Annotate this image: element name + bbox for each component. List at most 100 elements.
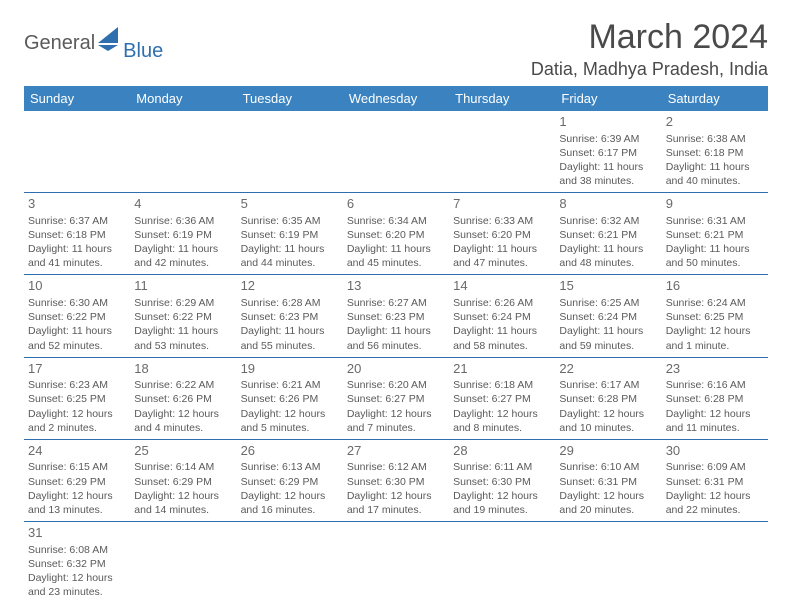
page-title: March 2024 [531,18,768,57]
day-info: Sunrise: 6:14 AMSunset: 6:29 PMDaylight:… [134,460,232,517]
calendar-day: 6Sunrise: 6:34 AMSunset: 6:20 PMDaylight… [343,193,449,275]
calendar-day: 8Sunrise: 6:32 AMSunset: 6:21 PMDaylight… [555,193,661,275]
day-number: 3 [28,195,126,213]
day-number: 28 [453,442,551,460]
day-number: 11 [134,277,232,295]
title-block: March 2024 Datia, Madhya Pradesh, India [531,18,768,80]
calendar-day: 25Sunrise: 6:14 AMSunset: 6:29 PMDayligh… [130,439,236,521]
calendar-week: 24Sunrise: 6:15 AMSunset: 6:29 PMDayligh… [24,439,768,521]
calendar-day: 28Sunrise: 6:11 AMSunset: 6:30 PMDayligh… [449,439,555,521]
day-number: 13 [347,277,445,295]
day-info: Sunrise: 6:38 AMSunset: 6:18 PMDaylight:… [666,132,764,189]
day-number: 21 [453,360,551,378]
day-number: 7 [453,195,551,213]
day-info: Sunrise: 6:15 AMSunset: 6:29 PMDaylight:… [28,460,126,517]
calendar-day: 31Sunrise: 6:08 AMSunset: 6:32 PMDayligh… [24,522,130,604]
day-number: 22 [559,360,657,378]
day-number: 10 [28,277,126,295]
day-info: Sunrise: 6:17 AMSunset: 6:28 PMDaylight:… [559,378,657,435]
calendar-day-empty [555,522,661,604]
calendar-week: 10Sunrise: 6:30 AMSunset: 6:22 PMDayligh… [24,275,768,357]
calendar-week: 3Sunrise: 6:37 AMSunset: 6:18 PMDaylight… [24,193,768,275]
day-number: 8 [559,195,657,213]
day-info: Sunrise: 6:28 AMSunset: 6:23 PMDaylight:… [241,296,339,353]
calendar-day: 13Sunrise: 6:27 AMSunset: 6:23 PMDayligh… [343,275,449,357]
calendar-day-empty [130,522,236,604]
calendar-table: SundayMondayTuesdayWednesdayThursdayFrid… [24,86,768,603]
day-info: Sunrise: 6:26 AMSunset: 6:24 PMDaylight:… [453,296,551,353]
calendar-day-empty [237,111,343,193]
calendar-day-empty [449,111,555,193]
day-info: Sunrise: 6:13 AMSunset: 6:29 PMDaylight:… [241,460,339,517]
calendar-day-empty [24,111,130,193]
sail-icon [96,25,122,62]
day-info: Sunrise: 6:37 AMSunset: 6:18 PMDaylight:… [28,214,126,271]
calendar-day: 4Sunrise: 6:36 AMSunset: 6:19 PMDaylight… [130,193,236,275]
day-info: Sunrise: 6:39 AMSunset: 6:17 PMDaylight:… [559,132,657,189]
calendar-day: 9Sunrise: 6:31 AMSunset: 6:21 PMDaylight… [662,193,768,275]
day-info: Sunrise: 6:33 AMSunset: 6:20 PMDaylight:… [453,214,551,271]
logo: General Blue [24,18,163,63]
day-number: 24 [28,442,126,460]
calendar-body: 1Sunrise: 6:39 AMSunset: 6:17 PMDaylight… [24,111,768,603]
calendar-day: 24Sunrise: 6:15 AMSunset: 6:29 PMDayligh… [24,439,130,521]
day-info: Sunrise: 6:18 AMSunset: 6:27 PMDaylight:… [453,378,551,435]
day-info: Sunrise: 6:11 AMSunset: 6:30 PMDaylight:… [453,460,551,517]
day-info: Sunrise: 6:21 AMSunset: 6:26 PMDaylight:… [241,378,339,435]
calendar-day-empty [130,111,236,193]
weekday-header: Wednesday [343,86,449,111]
day-info: Sunrise: 6:08 AMSunset: 6:32 PMDaylight:… [28,543,126,600]
day-number: 26 [241,442,339,460]
logo-text-blue: Blue [123,40,163,63]
day-number: 19 [241,360,339,378]
calendar-week: 31Sunrise: 6:08 AMSunset: 6:32 PMDayligh… [24,522,768,604]
calendar-day-empty [237,522,343,604]
day-number: 15 [559,277,657,295]
day-number: 25 [134,442,232,460]
weekday-header-row: SundayMondayTuesdayWednesdayThursdayFrid… [24,86,768,111]
calendar-day: 3Sunrise: 6:37 AMSunset: 6:18 PMDaylight… [24,193,130,275]
day-number: 30 [666,442,764,460]
day-number: 20 [347,360,445,378]
day-number: 16 [666,277,764,295]
day-info: Sunrise: 6:31 AMSunset: 6:21 PMDaylight:… [666,214,764,271]
day-info: Sunrise: 6:24 AMSunset: 6:25 PMDaylight:… [666,296,764,353]
day-number: 5 [241,195,339,213]
calendar-day-empty [449,522,555,604]
day-info: Sunrise: 6:23 AMSunset: 6:25 PMDaylight:… [28,378,126,435]
logo-text-general: General [24,32,95,55]
calendar-day-empty [343,111,449,193]
calendar-day: 7Sunrise: 6:33 AMSunset: 6:20 PMDaylight… [449,193,555,275]
day-info: Sunrise: 6:22 AMSunset: 6:26 PMDaylight:… [134,378,232,435]
day-number: 17 [28,360,126,378]
day-number: 29 [559,442,657,460]
day-info: Sunrise: 6:27 AMSunset: 6:23 PMDaylight:… [347,296,445,353]
day-number: 31 [28,524,126,542]
day-number: 18 [134,360,232,378]
weekday-header: Sunday [24,86,130,111]
day-info: Sunrise: 6:30 AMSunset: 6:22 PMDaylight:… [28,296,126,353]
day-number: 14 [453,277,551,295]
day-number: 23 [666,360,764,378]
calendar-day-empty [662,522,768,604]
day-number: 12 [241,277,339,295]
calendar-day: 26Sunrise: 6:13 AMSunset: 6:29 PMDayligh… [237,439,343,521]
calendar-day: 10Sunrise: 6:30 AMSunset: 6:22 PMDayligh… [24,275,130,357]
calendar-day: 15Sunrise: 6:25 AMSunset: 6:24 PMDayligh… [555,275,661,357]
calendar-day: 21Sunrise: 6:18 AMSunset: 6:27 PMDayligh… [449,357,555,439]
calendar-day: 30Sunrise: 6:09 AMSunset: 6:31 PMDayligh… [662,439,768,521]
day-info: Sunrise: 6:20 AMSunset: 6:27 PMDaylight:… [347,378,445,435]
day-info: Sunrise: 6:35 AMSunset: 6:19 PMDaylight:… [241,214,339,271]
day-number: 4 [134,195,232,213]
day-info: Sunrise: 6:34 AMSunset: 6:20 PMDaylight:… [347,214,445,271]
calendar-day: 1Sunrise: 6:39 AMSunset: 6:17 PMDaylight… [555,111,661,193]
calendar-day: 18Sunrise: 6:22 AMSunset: 6:26 PMDayligh… [130,357,236,439]
calendar-day: 11Sunrise: 6:29 AMSunset: 6:22 PMDayligh… [130,275,236,357]
day-info: Sunrise: 6:09 AMSunset: 6:31 PMDaylight:… [666,460,764,517]
calendar-week: 17Sunrise: 6:23 AMSunset: 6:25 PMDayligh… [24,357,768,439]
calendar-day: 14Sunrise: 6:26 AMSunset: 6:24 PMDayligh… [449,275,555,357]
calendar-day: 2Sunrise: 6:38 AMSunset: 6:18 PMDaylight… [662,111,768,193]
calendar-day-empty [343,522,449,604]
calendar-week: 1Sunrise: 6:39 AMSunset: 6:17 PMDaylight… [24,111,768,193]
day-info: Sunrise: 6:16 AMSunset: 6:28 PMDaylight:… [666,378,764,435]
